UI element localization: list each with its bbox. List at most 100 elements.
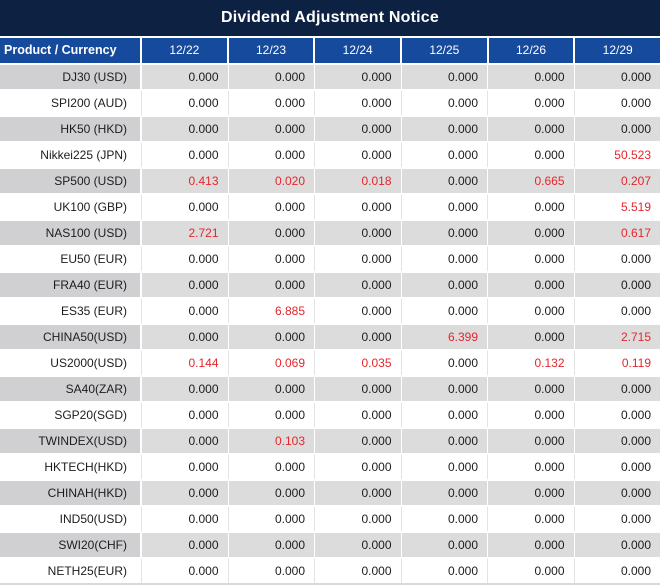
page-title: Dividend Adjustment Notice	[221, 9, 439, 26]
table-row: TWINDEX(USD) 0.000 0.103 0.000 0.000 0.000 0.…	[0, 429, 660, 455]
column-header-date: 12/24	[315, 38, 403, 63]
value-cell: 0.000	[574, 273, 660, 297]
table-row: HKTECH(HKD) 0.000 0.000 0.000 0.000 0.000 0.0…	[0, 455, 660, 481]
value-cell: 0.000	[401, 429, 488, 453]
value-cell: 0.000	[228, 377, 315, 401]
value-cell: 0.000	[315, 91, 402, 115]
product-cell: HK50 (HKD)	[0, 117, 142, 141]
value-cell: 0.000	[142, 403, 229, 427]
value-cell: 0.000	[401, 481, 488, 505]
value-cell: 0.000	[401, 169, 488, 193]
value-cell: 0.000	[488, 247, 575, 271]
table-row: SWI20(CHF) 0.000 0.000 0.000 0.000 0.000 0.00…	[0, 533, 660, 559]
value-cell: 0.000	[142, 429, 229, 453]
value-cell: 2.715	[574, 325, 660, 349]
value-cell: 0.000	[488, 117, 575, 141]
value-cell: 0.000	[142, 325, 229, 349]
table-row: SA40(ZAR) 0.000 0.000 0.000 0.000 0.000 0.000	[0, 377, 660, 403]
value-cell: 0.000	[401, 507, 488, 531]
value-cell: 0.000	[488, 403, 575, 427]
value-cell: 0.020	[228, 169, 315, 193]
value-cell: 0.000	[142, 377, 229, 401]
value-cell: 0.000	[401, 195, 488, 219]
value-cell: 0.665	[488, 169, 575, 193]
value-cell: 0.000	[315, 221, 402, 245]
value-cell: 0.000	[142, 143, 229, 167]
product-cell: DJ30 (USD)	[0, 65, 142, 89]
table-row: DJ30 (USD) 0.000 0.000 0.000 0.000 0.000 0.00…	[0, 65, 660, 91]
value-cell: 0.000	[142, 299, 229, 323]
value-cell: 0.069	[228, 351, 315, 375]
table-row: US2000(USD) 0.144 0.069 0.035 0.000 0.132 0.1…	[0, 351, 660, 377]
column-header-date: 12/29	[602, 43, 633, 57]
title-bar: Dividend Adjustment Notice	[0, 0, 660, 38]
value-cell: 0.000	[401, 559, 488, 583]
value-cell: 0.000	[574, 247, 660, 271]
value-cell: 0.000	[401, 65, 488, 89]
value-cell: 0.000	[488, 221, 575, 245]
value-cell: 0.000	[488, 143, 575, 167]
table-row: SGP20(SGD) 0.000 0.000 0.000 0.000 0.000 0.00…	[0, 403, 660, 429]
table-row: CHINA50(USD) 0.000 0.000 0.000 6.399 0.000 2.…	[0, 325, 660, 351]
value-cell: 0.000	[401, 117, 488, 141]
value-cell: 0.103	[228, 429, 315, 453]
product-cell: SP500 (USD)	[0, 169, 142, 193]
value-cell: 0.000	[315, 507, 402, 531]
product-cell: EU50 (EUR)	[0, 247, 142, 271]
value-cell: 0.000	[228, 559, 315, 583]
value-cell: 0.000	[488, 91, 575, 115]
value-cell: 6.885	[228, 299, 315, 323]
value-cell: 0.000	[488, 455, 575, 479]
value-cell: 0.000	[315, 143, 402, 167]
value-cell: 0.000	[488, 559, 575, 583]
value-cell: 0.000	[228, 195, 315, 219]
table-row: IND50(USD) 0.000 0.000 0.000 0.000 0.000 0.00…	[0, 507, 660, 533]
value-cell: 0.000	[574, 117, 660, 141]
value-cell: 0.000	[574, 507, 660, 531]
value-cell: 0.000	[401, 143, 488, 167]
value-cell: 0.000	[574, 559, 660, 583]
table-row: ES35 (EUR) 0.000 6.885 0.000 0.000 0.000 0.00…	[0, 299, 660, 325]
value-cell: 0.617	[574, 221, 660, 245]
value-cell: 0.000	[488, 65, 575, 89]
value-cell: 0.000	[228, 91, 315, 115]
value-cell: 0.207	[574, 169, 660, 193]
value-cell: 0.000	[401, 91, 488, 115]
product-cell: Nikkei225 (JPN)	[0, 143, 142, 167]
value-cell: 0.000	[574, 403, 660, 427]
value-cell: 0.000	[401, 351, 488, 375]
value-cell: 0.144	[142, 351, 229, 375]
table-row: EU50 (EUR) 0.000 0.000 0.000 0.000 0.000 0.00…	[0, 247, 660, 273]
value-cell: 0.000	[142, 65, 229, 89]
table-row: HK50 (HKD) 0.000 0.000 0.000 0.000 0.000 0.00…	[0, 117, 660, 143]
table-row: Nikkei225 (JPN) 0.000 0.000 0.000 0.000 0.00…	[0, 143, 660, 169]
product-cell: US2000(USD)	[0, 351, 142, 375]
value-cell: 0.413	[142, 169, 229, 193]
value-cell: 0.000	[315, 273, 402, 297]
product-cell: CHINAH(HKD)	[0, 481, 142, 505]
table-header-row: Product / Currency 12/22 12/23 12/24 12/25 1…	[0, 38, 660, 65]
value-cell: 0.000	[488, 273, 575, 297]
value-cell: 0.000	[315, 377, 402, 401]
value-cell: 0.000	[142, 91, 229, 115]
value-cell: 0.000	[315, 325, 402, 349]
value-cell: 0.000	[142, 533, 229, 557]
column-header-date: 12/25	[402, 38, 489, 63]
product-cell: SGP20(SGD)	[0, 403, 142, 427]
product-cell: NETH25(EUR)	[0, 559, 142, 583]
value-cell: 0.000	[574, 299, 660, 323]
value-cell: 0.000	[228, 533, 315, 557]
value-cell: 0.000	[488, 533, 575, 557]
value-cell: 0.000	[228, 507, 315, 531]
value-cell: 0.000	[228, 481, 315, 505]
value-cell: 0.000	[574, 455, 660, 479]
value-cell: 0.000	[401, 403, 488, 427]
column-header-date: 12/22	[142, 38, 229, 63]
value-cell: 0.000	[142, 559, 229, 583]
table-row: NAS100 (USD) 2.721 0.000 0.000 0.000 0.000 0.…	[0, 221, 660, 247]
value-cell: 0.000	[142, 481, 229, 505]
value-cell: 0.000	[401, 221, 488, 245]
value-cell: 0.000	[142, 195, 229, 219]
value-cell: 0.000	[315, 403, 402, 427]
